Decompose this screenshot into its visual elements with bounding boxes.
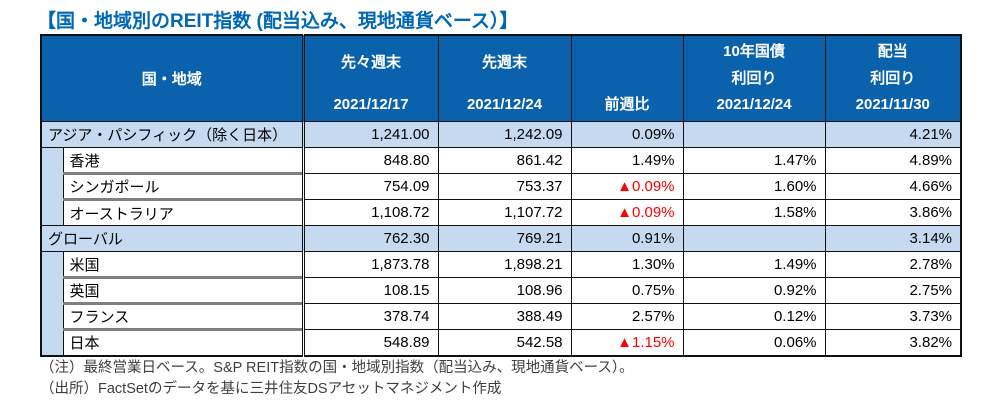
table-row-global: グローバル 762.30 769.21 0.91% 3.14%: [40, 225, 962, 252]
cell-week-before-last: 762.30: [301, 225, 439, 252]
footnote-attribution: （出所）FactSetのデータを基に三井住友DSアセットマネジメント作成: [40, 381, 502, 397]
footnotes: （注）最終営業日ベース。S&P REIT指数の国・地域別指数（配当込み、現地通貨…: [40, 358, 634, 400]
header-label-line1: 配当: [877, 43, 908, 60]
region-label: 英国: [62, 276, 304, 304]
region-label: 香港: [62, 147, 304, 174]
cell-last-week: 753.37: [437, 173, 572, 200]
header-label: 前週比: [604, 96, 650, 113]
cell-dividend-yield: 4.21%: [824, 121, 962, 148]
header-region: 国・地域: [40, 34, 304, 122]
header-10y-bond-yield: 10年国債 利回り 2021/12/24: [682, 34, 826, 122]
table-row-hong-kong: 香港 848.80 861.42 1.49% 1.47% 4.89%: [40, 147, 962, 174]
header-date: 2021/12/24: [466, 96, 543, 113]
cell-dividend-yield: 2.78%: [824, 251, 962, 278]
cell-bond-yield: 0.12%: [682, 303, 826, 330]
indent-strip: [40, 251, 64, 278]
indent-strip: [40, 277, 64, 304]
footnote-source-note: （注）最終営業日ベース。S&P REIT指数の国・地域別指数（配当込み、現地通貨…: [40, 360, 634, 376]
cell-week-on-week: ▲1.15%: [570, 329, 684, 356]
cell-dividend-yield: 3.82%: [824, 329, 962, 356]
cell-week-on-week: 0.91%: [570, 225, 684, 252]
header-label-line2: 利回り: [731, 69, 777, 87]
cell-week-before-last: 848.80: [301, 147, 439, 174]
indent-strip: [40, 147, 64, 174]
table-row-singapore: シンガポール 754.09 753.37 ▲0.09% 1.60% 4.66%: [40, 172, 962, 200]
table-header-row: 国・地域 先々週末 2021/12/17 先週末 2021/12/24 前週比: [40, 34, 962, 122]
cell-bond-yield: 1.47%: [682, 147, 826, 174]
cell-bond-yield: [682, 225, 826, 252]
header-date: 2021/12/24: [716, 96, 792, 113]
cell-week-before-last: 754.09: [301, 173, 439, 200]
indent-strip: [40, 329, 64, 356]
cell-dividend-yield: 4.66%: [824, 173, 962, 200]
header-date: 2021/12/17: [333, 96, 409, 113]
header-label-line2: 利回り: [870, 69, 916, 87]
cell-dividend-yield: 3.86%: [824, 199, 962, 226]
cell-last-week: 542.58: [437, 329, 572, 356]
region-label: シンガポール: [62, 172, 304, 200]
cell-last-week: 861.42: [437, 147, 572, 174]
region-label: グローバル: [40, 225, 304, 252]
cell-week-on-week: 0.09%: [570, 121, 684, 148]
cell-bond-yield: [682, 121, 826, 148]
region-label: オーストラリア: [62, 198, 304, 226]
cell-week-before-last: 378.74: [301, 303, 439, 330]
header-date: 2021/11/30: [855, 96, 930, 113]
table-row-france: フランス 378.74 388.49 2.57% 0.12% 3.73%: [40, 302, 962, 330]
cell-week-on-week: 1.49%: [570, 147, 684, 174]
table-row-asia-pacific: アジア・パシフィック（除く日本） 1,241.00 1,242.09 0.09%…: [40, 121, 962, 148]
table-row-japan: 日本 548.89 542.58 ▲1.15% 0.06% 3.82%: [40, 328, 962, 356]
cell-dividend-yield: 3.14%: [824, 225, 962, 252]
header-label: 先々週末: [341, 54, 402, 71]
cell-week-before-last: 1,241.00: [301, 121, 439, 148]
cell-last-week: 1,898.21: [437, 251, 572, 278]
cell-last-week: 769.21: [437, 225, 572, 252]
header-dividend-yield: 配当 利回り 2021/11/30: [824, 34, 962, 122]
cell-last-week: 1,242.09: [437, 121, 572, 148]
header-label: 先週末: [482, 54, 528, 71]
cell-dividend-yield: 4.89%: [824, 147, 962, 174]
region-label: 米国: [62, 251, 304, 278]
header-last-week: 先週末 2021/12/24: [437, 34, 572, 122]
header-week-on-week: 前週比: [570, 34, 684, 122]
cell-dividend-yield: 3.73%: [824, 303, 962, 330]
indent-strip: [40, 173, 64, 200]
cell-last-week: 108.96: [437, 277, 572, 304]
header-label-line1: 10年国債: [723, 43, 785, 60]
indent-strip: [40, 199, 64, 226]
region-label: フランス: [62, 302, 304, 330]
cell-week-before-last: 548.89: [301, 329, 439, 356]
cell-last-week: 1,107.72: [437, 199, 572, 226]
cell-week-on-week: 1.30%: [570, 251, 684, 278]
reit-index-table: 国・地域 先々週末 2021/12/17 先週末 2021/12/24 前週比: [40, 34, 963, 357]
cell-week-on-week: 2.57%: [570, 303, 684, 330]
page-title: 【国・地域別のREIT指数 (配当込み、現地通貨ベース）】: [37, 11, 519, 32]
cell-week-on-week: ▲0.09%: [570, 173, 684, 200]
indent-strip: [40, 303, 64, 330]
cell-bond-yield: 1.58%: [682, 199, 826, 226]
cell-bond-yield: 1.49%: [682, 251, 826, 278]
cell-week-before-last: 1,873.78: [301, 251, 439, 278]
table-row-australia: オーストラリア 1,108.72 1,107.72 ▲0.09% 1.58% 3…: [40, 198, 962, 226]
cell-week-before-last: 108.15: [301, 277, 439, 304]
header-week-before-last: 先々週末 2021/12/17: [301, 34, 439, 122]
cell-bond-yield: 0.06%: [682, 329, 826, 356]
table-row-uk: 英国 108.15 108.96 0.75% 0.92% 2.75%: [40, 276, 962, 304]
region-label: 日本: [62, 328, 304, 356]
cell-week-on-week: 0.75%: [570, 277, 684, 304]
cell-dividend-yield: 2.75%: [824, 277, 962, 304]
cell-bond-yield: 1.60%: [682, 173, 826, 200]
cell-last-week: 388.49: [437, 303, 572, 330]
region-label: アジア・パシフィック（除く日本）: [40, 121, 304, 148]
cell-bond-yield: 0.92%: [682, 277, 826, 304]
cell-week-before-last: 1,108.72: [301, 199, 439, 226]
table-row-usa: 米国 1,873.78 1,898.21 1.30% 1.49% 2.78%: [40, 251, 962, 278]
cell-week-on-week: ▲0.09%: [570, 199, 684, 226]
